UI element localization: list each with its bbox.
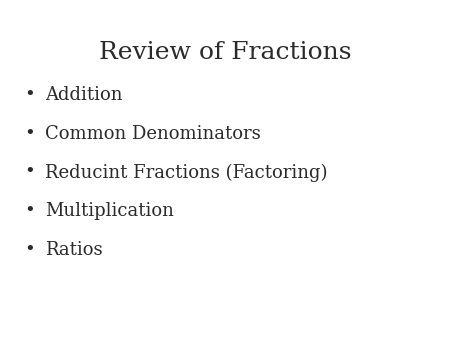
Text: Addition: Addition [45,86,122,104]
Text: •: • [24,202,35,220]
Text: •: • [24,163,35,182]
Text: •: • [24,86,35,104]
Text: •: • [24,124,35,143]
Text: Review of Fractions: Review of Fractions [99,41,351,64]
Text: Multiplication: Multiplication [45,202,174,220]
Text: •: • [24,241,35,259]
Text: Common Denominators: Common Denominators [45,124,261,143]
Text: Reducint Fractions (Factoring): Reducint Fractions (Factoring) [45,163,328,182]
Text: Ratios: Ratios [45,241,103,259]
